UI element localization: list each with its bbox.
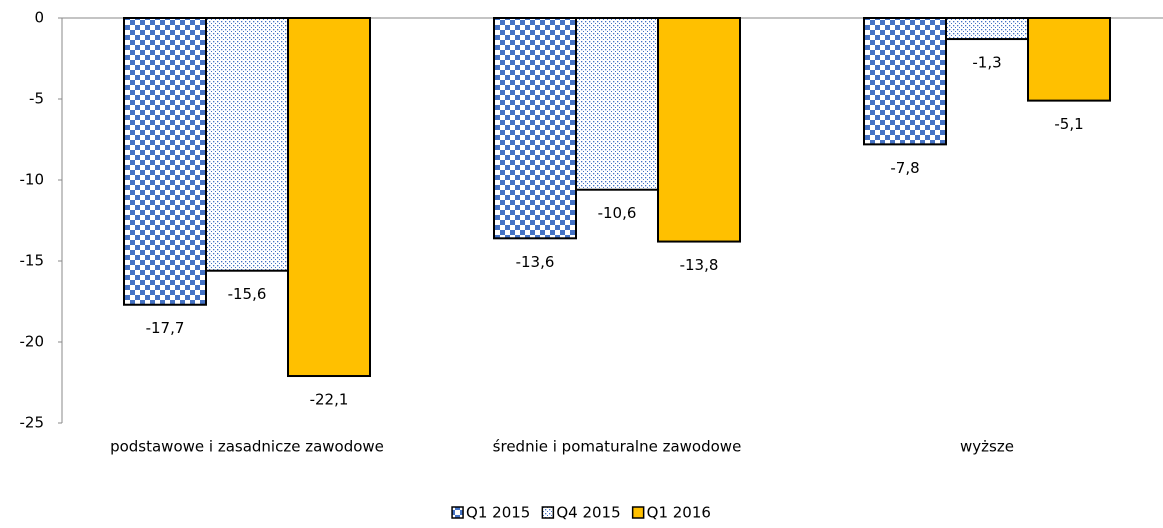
bar [205, 17, 289, 272]
data-label: -13,6 [516, 253, 555, 271]
data-label: -13,8 [680, 256, 719, 274]
bar [123, 17, 207, 306]
y-tick-label: -20 [20, 333, 45, 351]
data-label: -1,3 [972, 54, 1001, 72]
x-tick-label: podstawowe i zasadnicze zawodowe [110, 438, 384, 456]
legend-label: Q4 2015 [556, 504, 620, 522]
legend-label: Q1 2015 [466, 504, 530, 522]
bar [657, 17, 741, 243]
data-label: -7,8 [890, 159, 919, 177]
y-tick-label: -10 [20, 171, 45, 189]
y-tick-label: -25 [20, 414, 45, 432]
y-tick-label: -15 [20, 252, 45, 270]
bar [863, 17, 947, 146]
legend-swatch [451, 506, 464, 519]
y-tick-label: 0 [34, 9, 44, 27]
bar [493, 17, 577, 240]
bar [287, 17, 371, 378]
data-label: -15,6 [228, 285, 267, 303]
x-tick-label: średnie i pomaturalne zawodowe [493, 438, 742, 456]
legend-swatch [541, 506, 555, 519]
data-label: -10,6 [598, 204, 637, 222]
x-tick-label: wyższe [960, 438, 1014, 456]
data-label: -5,1 [1054, 115, 1083, 133]
y-tick-label: -5 [29, 90, 44, 108]
bar [575, 17, 659, 191]
legend-label: Q1 2016 [647, 504, 711, 522]
legend-swatch [631, 506, 645, 519]
data-label: -17,7 [146, 319, 185, 337]
data-label: -22,1 [310, 391, 349, 409]
bar [945, 17, 1029, 41]
bar [1027, 17, 1111, 102]
